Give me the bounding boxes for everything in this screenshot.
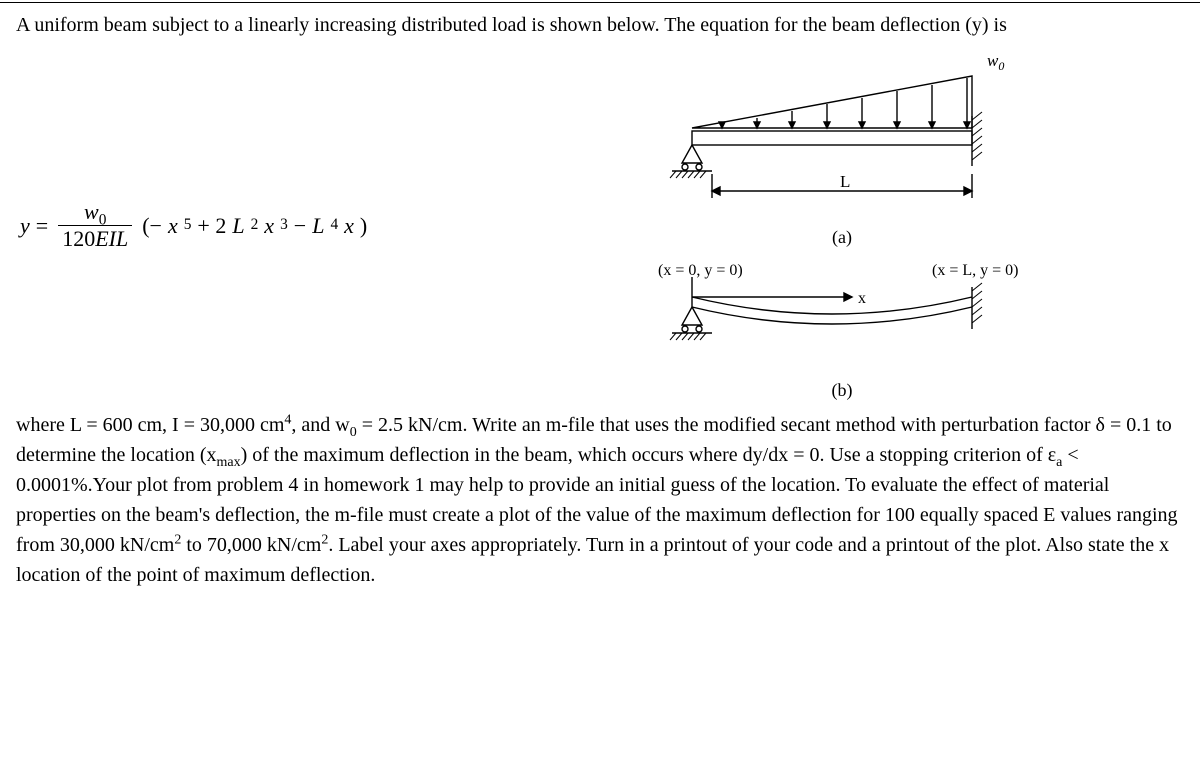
eq-L4: L (312, 209, 324, 242)
eq-lhs: y (20, 209, 30, 242)
eq-I: I (109, 226, 116, 251)
eq-120: 120 (62, 226, 95, 251)
eq-plus: + 2 (197, 209, 226, 242)
figure-b-caption: (b) (832, 377, 853, 404)
figure-b-svg: (x = 0, y = 0) (x = L, y = 0) x (652, 259, 1032, 369)
eq-x1: x (168, 209, 178, 242)
eq-x3: x (344, 209, 354, 242)
fig-b-x-label: x (858, 290, 866, 307)
eq-equals: = (36, 209, 48, 242)
body-a: where L = 600 cm, I = 30,000 cm (16, 414, 284, 436)
eq-denominator: 120EIL (58, 225, 132, 250)
eq-numerator: w0 (80, 201, 110, 225)
eq-close: ) (360, 209, 367, 242)
eq-minus: − (294, 209, 306, 242)
figure-column: L w0 (a) (500, 46, 1184, 404)
eq-L2: L (232, 209, 244, 242)
fig-b-bc-right: (x = L, y = 0) (932, 262, 1018, 279)
fig-b-bc-left: (x = 0, y = 0) (658, 262, 743, 279)
body-paragraph: where L = 600 cm, I = 30,000 cm4, and w0… (16, 410, 1184, 590)
top-rule (0, 2, 1200, 3)
eq-x2: x (264, 209, 274, 242)
fig-a-L-label: L (840, 172, 850, 191)
figure-a-svg: L w0 (652, 46, 1032, 216)
eq-w: w (84, 199, 99, 224)
body-sub0: 0 (350, 425, 357, 440)
deflection-equation: y = w0 120EIL (−x5 + 2L2x3 − L4x) (20, 201, 460, 250)
eq-E: E (95, 226, 108, 251)
figure-a-caption: (a) (832, 224, 852, 251)
eq-L: L (116, 226, 128, 251)
body-d: ) of the maximum deflection in the beam,… (241, 444, 1057, 466)
body-b: , and w (291, 414, 349, 436)
eq-open: (− (142, 209, 162, 242)
fig-a-w0-label: w0 (987, 51, 1004, 73)
eq-fraction: w0 120EIL (58, 201, 132, 250)
intro-text: A uniform beam subject to a linearly inc… (16, 10, 1184, 40)
body-f: to 70,000 kN/cm (181, 534, 321, 556)
body-submax: max (216, 455, 240, 470)
equation-and-figure-row: y = w0 120EIL (−x5 + 2L2x3 − L4x) (16, 46, 1184, 404)
